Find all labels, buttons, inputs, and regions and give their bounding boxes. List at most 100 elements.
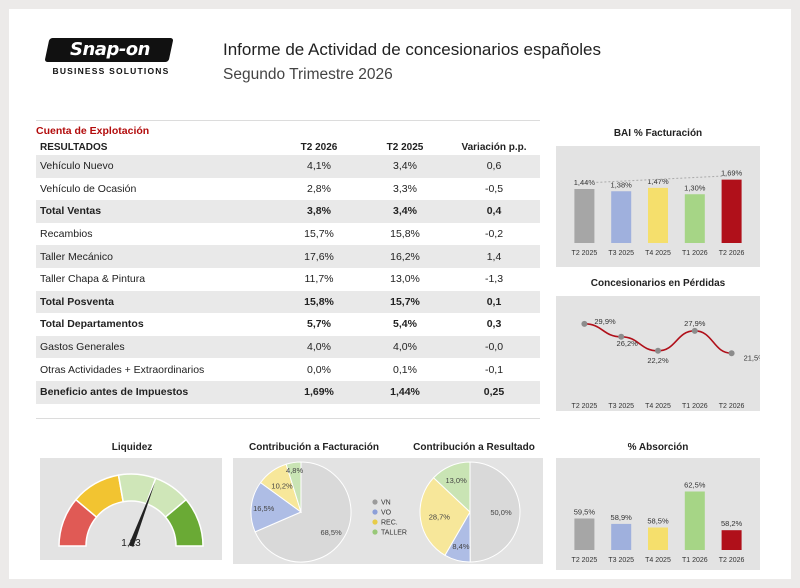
liquidity-panel: 1,23 [40,458,222,560]
bar-value-label: 58,2% [721,519,743,528]
cell-t2-2025: 15,7% [390,295,420,308]
pie-value-label: 13,0% [445,476,467,485]
cell-t2-2025: 5,4% [393,318,417,331]
cell-variation: 0,25 [483,386,505,399]
point-value-label: 22,2% [647,356,669,365]
point-value-label: 27,9% [684,319,706,328]
table-row: Total Posventa 15,8% 15,7% 0,1 [36,290,540,314]
cell-t2-2026: 1,69% [304,386,334,399]
snap-on-logo: Snap-on BUSINESS SOLUTIONS [44,38,174,80]
x-tick-label: T2 2025 [572,403,598,410]
row-label: Taller Chapa & Pintura [40,273,146,286]
line-point [691,327,698,334]
report-subtitle: Segundo Trimestre 2026 [223,66,393,83]
cell-variation: 0,1 [486,295,502,308]
absorption-chart: 59,5% T2 2025 58,9% T3 2025 58,5% T4 2025 62,5… [572,481,745,565]
cell-t2-2026: 4,1% [307,160,331,173]
row-label: Total Posventa [40,295,114,308]
table-row: Vehículo de Ocasión 2,8% 3,3% -0,5 [36,178,540,201]
legend-marker [372,499,378,505]
pie-slice-taller [432,461,471,514]
x-tick-label: T3 2025 [608,557,634,564]
cell-t2-2025: 0,1% [393,363,417,376]
pie-value-label: 68,5% [320,528,342,537]
table-row: Beneficio antes de Impuestos 1,69% 1,44% 0,… [36,380,540,404]
header-results: RESULTADOS [40,141,108,153]
table-bottom-divider [36,418,540,419]
legend-marker [372,519,378,525]
row-label: Total Departamentos [40,318,144,331]
cell-t2-2025: 1,44% [390,386,420,399]
result-pie-title: Contribución a Resultado [413,442,535,453]
header-t2-2025: T2 2025 [386,141,424,153]
line-point [618,333,625,340]
table-row: Otras Actividades + Extraordinarios 0,0% 0… [36,358,540,381]
gauge-band [164,498,204,547]
point-value-label: 29,9% [594,317,616,326]
legend-label: TALLER [381,530,407,537]
cell-t2-2025: 3,4% [393,205,417,218]
x-tick-label: T1 2026 [682,403,708,410]
bar-0 [574,518,595,550]
income-statement-table: Cuenta de Explotación RESULTADOS T2 2026… [36,125,540,404]
point-value-label: 21,5% [744,353,760,362]
losses-chart-panel: 29,9% T2 2025 26,2% T3 2025 22,2% T4 2025 27,9… [556,296,765,411]
cell-variation: -0,5 [484,182,504,195]
table-row: Taller Chapa & Pintura 11,7% 13,0% -1,3 [36,268,540,291]
cell-variation: 0,6 [486,160,502,173]
legend-label: VO [381,510,392,517]
bar-0 [574,189,595,243]
cell-variation: -0,2 [484,228,504,241]
row-label: Otras Actividades + Extraordinarios [40,363,205,376]
pie-slice-vn [469,461,521,563]
row-label: Recambios [40,228,93,241]
billing-pie-title: Contribución a Facturación [248,442,379,453]
bar-2 [648,527,668,550]
absorption-title: % Absorción [627,442,689,453]
cell-t2-2025: 3,3% [393,182,417,195]
cell-t2-2025: 4,0% [393,341,417,354]
row-label: Vehículo Nuevo [40,160,114,173]
table-top-divider [36,120,540,121]
contribution-pies: 68,5% 16,5% 10,2% 4,8% 50,0% 8,4% 28,7% 13,0% VN… [250,461,521,563]
bar-value-label: 1,69% [721,169,743,178]
row-label: Gastos Generales [40,341,125,354]
row-label: Taller Mecánico [40,250,113,263]
table-row: Taller Mecánico 17,6% 16,2% 1,4 [36,245,540,268]
bai-chart-title: BAI % Facturación [613,128,703,139]
pie-value-label: 28,7% [429,513,451,522]
table-row: Gastos Generales 4,0% 4,0% -0,0 [36,335,540,359]
bar-1 [611,191,632,243]
liquidity-title: Liquidez [111,442,153,453]
trendline [584,175,732,184]
liquidity-gauge: 1,23 [58,473,204,549]
x-tick-label: T4 2025 [645,250,671,257]
pie-slice-rec [419,477,471,556]
line-point [728,350,735,357]
x-tick-label: T3 2025 [608,403,634,410]
bar-value-label: 1,38% [611,180,633,189]
table-row: Total Departamentos 5,7% 5,4% 0,3 [36,313,540,336]
x-tick-label: T1 2026 [682,557,708,564]
bar-value-label: 58,9% [611,513,633,522]
report-title: Informe de Actividad de concesionarios e… [223,40,602,59]
bar-value-label: 62,5% [684,481,706,490]
pie-value-label: 8,4% [452,542,469,551]
cell-t2-2026: 5,7% [307,318,331,331]
pie-value-label: 16,5% [253,504,275,513]
logo-text: Snap-on [70,39,150,60]
cell-variation: -0,0 [484,341,504,354]
pie-slice-vn [254,461,352,563]
table-row: Total Ventas 3,8% 3,4% 0,4 [36,200,540,223]
x-tick-label: T2 2026 [719,250,745,257]
bar-3 [684,194,705,243]
bar-2 [648,187,668,243]
gauge-needle [128,482,156,547]
table-row: Vehículo Nuevo 4,1% 3,4% 0,6 [36,155,540,178]
header-t2-2026: T2 2026 [300,141,338,153]
line-point [581,320,588,327]
x-tick-label: T4 2025 [645,557,671,564]
bai-chart-panel: 1,44% T2 2025 1,38% T3 2025 1,47% T4 2025 1,30… [556,146,760,267]
cell-t2-2026: 3,8% [307,205,331,218]
